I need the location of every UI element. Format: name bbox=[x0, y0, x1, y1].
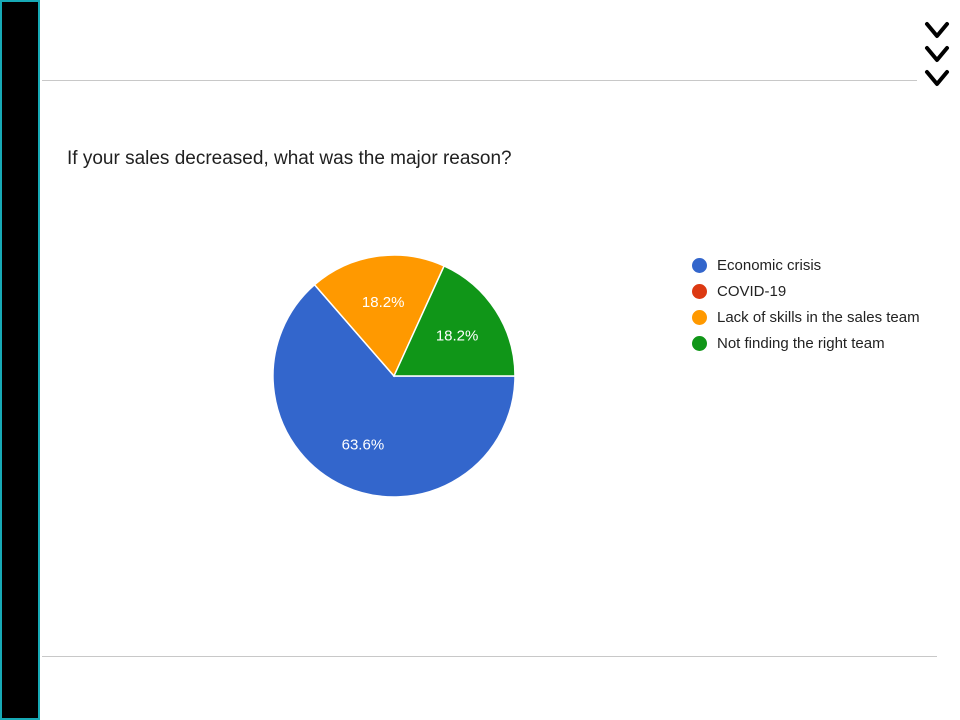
slice-label: 18.2% bbox=[436, 327, 479, 344]
legend-item: COVID-19 bbox=[692, 278, 920, 304]
bottom-divider bbox=[42, 656, 937, 657]
legend-item: Lack of skills in the sales team bbox=[692, 304, 920, 330]
top-divider bbox=[42, 80, 917, 81]
legend-item: Not finding the right team bbox=[692, 330, 920, 356]
legend-swatch bbox=[692, 309, 707, 325]
legend-swatch bbox=[692, 335, 707, 351]
legend-item: Economic crisis bbox=[692, 252, 920, 278]
pie-slice-economic-crisis bbox=[272, 283, 516, 498]
legend-label: Economic crisis bbox=[717, 256, 822, 274]
legend-label: Not finding the right team bbox=[717, 334, 885, 352]
legend-label: COVID-19 bbox=[717, 282, 787, 300]
legend-swatch bbox=[692, 257, 707, 273]
pie-slice-not-finding-the-right-team bbox=[392, 264, 516, 377]
pie-slice-lack-of-skills-in-the-sales-team bbox=[313, 254, 446, 378]
chevron-down-icon bbox=[925, 22, 949, 86]
chart-legend: Economic crisis COVID-19 Lack of skills in… bbox=[692, 252, 920, 356]
chart-title: If your sales decreased, what was the ma… bbox=[67, 148, 512, 169]
legend-label: Lack of skills in the sales team bbox=[717, 308, 920, 326]
legend-swatch bbox=[692, 283, 707, 299]
slice-label: 63.6% bbox=[342, 436, 385, 453]
slice-label: 18.2% bbox=[362, 294, 405, 311]
left-accent-bar bbox=[0, 0, 40, 720]
